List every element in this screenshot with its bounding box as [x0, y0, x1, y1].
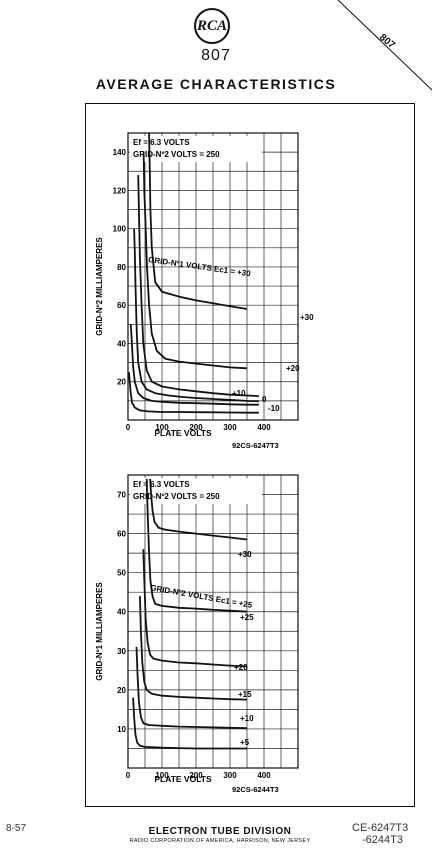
series-label: +10: [232, 389, 246, 398]
x-axis-title: PLATE VOLTS: [154, 774, 212, 784]
series-label: +30: [300, 313, 314, 322]
y-axis-title: GRID-Nº2 MILLIAMPERES: [95, 237, 104, 336]
y-tick-label: 60: [117, 530, 126, 539]
x-tick-label: 300: [223, 771, 237, 780]
y-tick-label: 40: [117, 608, 126, 617]
corner-fold-line: [337, 0, 432, 91]
y-tick-label: 50: [117, 569, 126, 578]
condition-label: Ef = 6.3 VOLTS: [133, 138, 190, 147]
y-axis-title: GRID-Nº1 MILLIAMPERES: [95, 582, 104, 681]
condition-label: GRID-Nº2 VOLTS = 250: [133, 150, 220, 159]
series-label: +10: [240, 714, 254, 723]
y-tick-label: 120: [113, 186, 127, 195]
series-label: +30: [238, 550, 252, 559]
curve-reference-code: 92CS-6244T3: [232, 785, 279, 794]
x-tick-label: 400: [257, 771, 271, 780]
page-title: AVERAGE CHARACTERISTICS: [95, 76, 337, 92]
y-tick-label: 70: [117, 491, 126, 500]
x-tick-label: 200: [189, 771, 203, 780]
x-tick-label: 100: [155, 423, 169, 432]
y-tick-label: 20: [117, 686, 126, 695]
series-curve: [129, 324, 259, 406]
footer-ref-1: CE-6247T3: [352, 822, 409, 834]
x-tick-label: 0: [126, 423, 131, 432]
series-label: +5: [240, 738, 250, 747]
series-label: +25: [240, 613, 254, 622]
series-label: +15: [238, 690, 252, 699]
x-tick-label: 400: [257, 423, 271, 432]
series-label: 0: [262, 395, 267, 404]
series-label: -10: [268, 404, 280, 413]
y-tick-label: 140: [113, 148, 127, 157]
y-tick-label: 10: [117, 725, 126, 734]
series-curve: [132, 697, 247, 750]
condition-label: GRID-Nº2 VOLTS = 250: [133, 492, 220, 501]
series-curve: [142, 549, 248, 668]
plot-area: [127, 474, 299, 769]
series-curve: [149, 478, 248, 541]
condition-label: Ef = 6.3 VOLTS: [133, 480, 190, 489]
x-tick-label: 300: [223, 423, 237, 432]
series-curve: [133, 228, 259, 403]
curve-reference-code: 92CS-6247T3: [232, 441, 279, 450]
y-tick-label: 40: [117, 339, 126, 348]
footer-corporation: RADIO CORPORATION OF AMERICA, HARRISON, …: [129, 838, 311, 844]
series-curve: [139, 596, 248, 701]
conditions-box: [130, 136, 262, 162]
plot-area: [127, 132, 299, 421]
y-tick-label: 30: [117, 647, 126, 656]
series-curve: [135, 646, 248, 730]
footer-division: ELECTRON TUBE DIVISION: [148, 826, 292, 837]
series-curve: [142, 152, 248, 370]
y-tick-label: 80: [117, 263, 126, 272]
tube-type: 807: [201, 47, 231, 64]
x-axis-title: PLATE VOLTS: [154, 428, 212, 438]
rca-logo: RCA: [194, 8, 230, 44]
y-tick-label: 20: [117, 378, 126, 387]
series-curve: [137, 175, 259, 397]
series-curve: [145, 478, 248, 613]
x-tick-label: 200: [189, 423, 203, 432]
chart-frame: [85, 103, 415, 807]
x-tick-label: 0: [126, 771, 131, 780]
y-tick-label: 100: [113, 225, 127, 234]
footer-date: 8-57: [6, 823, 27, 834]
series-label: +20: [286, 364, 300, 373]
series-curve: [128, 372, 259, 414]
series-curve: [148, 132, 248, 310]
x-tick-label: 100: [155, 771, 169, 780]
y-tick-label: 60: [117, 301, 126, 310]
footer-publisher: ELECTRON TUBE DIVISION RADIO CORPORATION…: [120, 826, 320, 844]
footer-references: CE-6247T3 -6244T3: [352, 822, 408, 846]
series-label: +20: [234, 663, 248, 672]
footer-ref-2: -6244T3: [362, 834, 403, 846]
